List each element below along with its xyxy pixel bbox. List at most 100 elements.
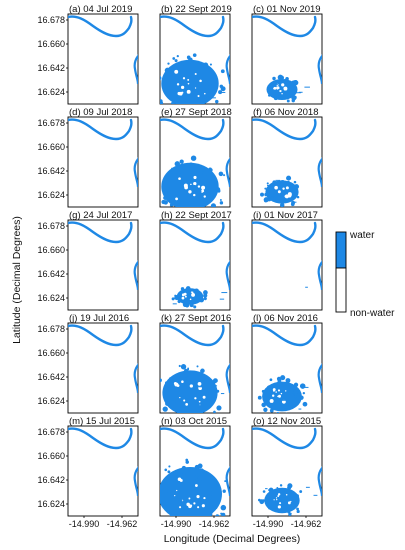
dry-patch — [288, 193, 292, 198]
water-patch — [283, 404, 288, 409]
water-patch — [218, 171, 224, 177]
legend-water-swatch — [335, 231, 347, 269]
water-patch — [203, 97, 208, 102]
dry-patch — [197, 95, 200, 98]
water-patch — [211, 71, 214, 74]
map-panel: (m) 15 Jul 201516.67816.66016.64216.624-… — [37, 416, 139, 529]
water-speck — [298, 91, 303, 93]
water-patch — [216, 405, 222, 411]
water-patch — [294, 394, 297, 398]
water-patch — [200, 401, 205, 406]
water-patch — [277, 378, 282, 383]
water-patch — [209, 63, 212, 66]
dry-patch — [182, 77, 186, 80]
dry-patch — [281, 399, 286, 404]
water-patch — [187, 168, 191, 172]
dry-patch — [176, 384, 180, 387]
y-tick-label: 16.678 — [37, 118, 65, 128]
dry-patch — [277, 505, 281, 509]
map-panel: (e) 27 Sept 2018 — [159, 107, 232, 208]
water-patch — [155, 506, 160, 511]
water-patch — [289, 512, 292, 515]
panel-grid: (a) 04 Jul 201916.67816.66016.64216.624(… — [37, 4, 323, 529]
panel-frame — [67, 116, 139, 208]
water-patch — [263, 407, 268, 412]
water-patch — [268, 93, 271, 97]
water-patch — [176, 475, 179, 478]
water-patch — [155, 68, 160, 73]
panel-title: (b) 22 Sept 2019 — [161, 4, 232, 15]
dry-patch — [285, 493, 288, 496]
dry-patch — [181, 296, 185, 300]
water-patch — [195, 524, 198, 527]
dry-patch — [274, 185, 278, 190]
water-speck — [305, 486, 310, 488]
dry-patch — [280, 392, 283, 395]
dry-patch — [285, 390, 287, 392]
water-patch — [203, 65, 207, 69]
water-patch — [286, 175, 292, 181]
water-patch — [160, 378, 162, 383]
water-speck — [195, 179, 200, 181]
dry-patch — [193, 502, 196, 505]
water-patch — [185, 460, 189, 464]
water-patch — [266, 182, 269, 185]
dry-patch — [196, 495, 200, 499]
legend-nonwater-swatch — [335, 267, 347, 313]
water-patch — [164, 386, 169, 392]
water-patch — [296, 509, 300, 514]
water-patch — [223, 174, 226, 177]
water-speck — [172, 492, 176, 494]
svg-text:Latitude (Decimal Degrees): Latitude (Decimal Degrees) — [11, 216, 23, 344]
water-patch — [290, 497, 296, 503]
water-speck — [279, 80, 285, 82]
water-patch — [219, 198, 222, 201]
water-patch — [296, 195, 300, 199]
dry-patch — [283, 86, 288, 91]
water-patch — [197, 475, 203, 481]
panel-frame — [67, 425, 139, 517]
water-patch — [165, 401, 170, 406]
water-patch — [169, 384, 174, 389]
dry-patch — [176, 83, 180, 86]
water-patch — [257, 395, 262, 400]
y-tick-label: 16.678 — [37, 324, 65, 334]
water-patch — [211, 73, 217, 79]
water-patch — [180, 287, 185, 291]
water-patch — [204, 85, 210, 90]
map-panel: (j) 19 Jul 2016 16.678 16.660 16.642 16.624 — [37, 313, 139, 414]
water-patch — [200, 472, 204, 476]
water-patch — [167, 192, 171, 195]
water-patch — [287, 180, 290, 184]
water-patch — [167, 62, 170, 65]
water-patch — [166, 492, 172, 498]
water-patch — [187, 199, 190, 203]
water-speck — [296, 92, 301, 94]
water-patch — [193, 305, 197, 309]
dry-patch — [275, 497, 278, 499]
water-patch — [299, 490, 303, 493]
panel-title: (a) 04 Jul 2019 — [69, 4, 132, 15]
water-patch — [175, 102, 178, 104]
water-patch — [170, 72, 174, 75]
dry-patch — [202, 395, 206, 399]
dry-patch — [285, 186, 289, 190]
panel-title: (j) 19 Jul 2016 — [69, 313, 129, 324]
water-patch — [171, 167, 173, 170]
dry-patch — [284, 194, 288, 198]
dry-patch — [277, 389, 281, 392]
x-tick-label: -14.962 — [291, 519, 322, 529]
water-speck — [214, 385, 218, 387]
dry-patch — [189, 298, 192, 301]
dry-patch — [189, 504, 193, 507]
dry-patch — [177, 477, 182, 482]
water-patch — [293, 80, 299, 86]
water-patch — [215, 485, 219, 488]
water-patch — [169, 513, 175, 516]
water-patch — [213, 378, 218, 384]
water-patch — [174, 59, 178, 63]
water-patch — [279, 484, 283, 487]
water-patch — [184, 368, 187, 372]
water-speck — [295, 494, 299, 496]
dry-patch — [183, 399, 186, 402]
